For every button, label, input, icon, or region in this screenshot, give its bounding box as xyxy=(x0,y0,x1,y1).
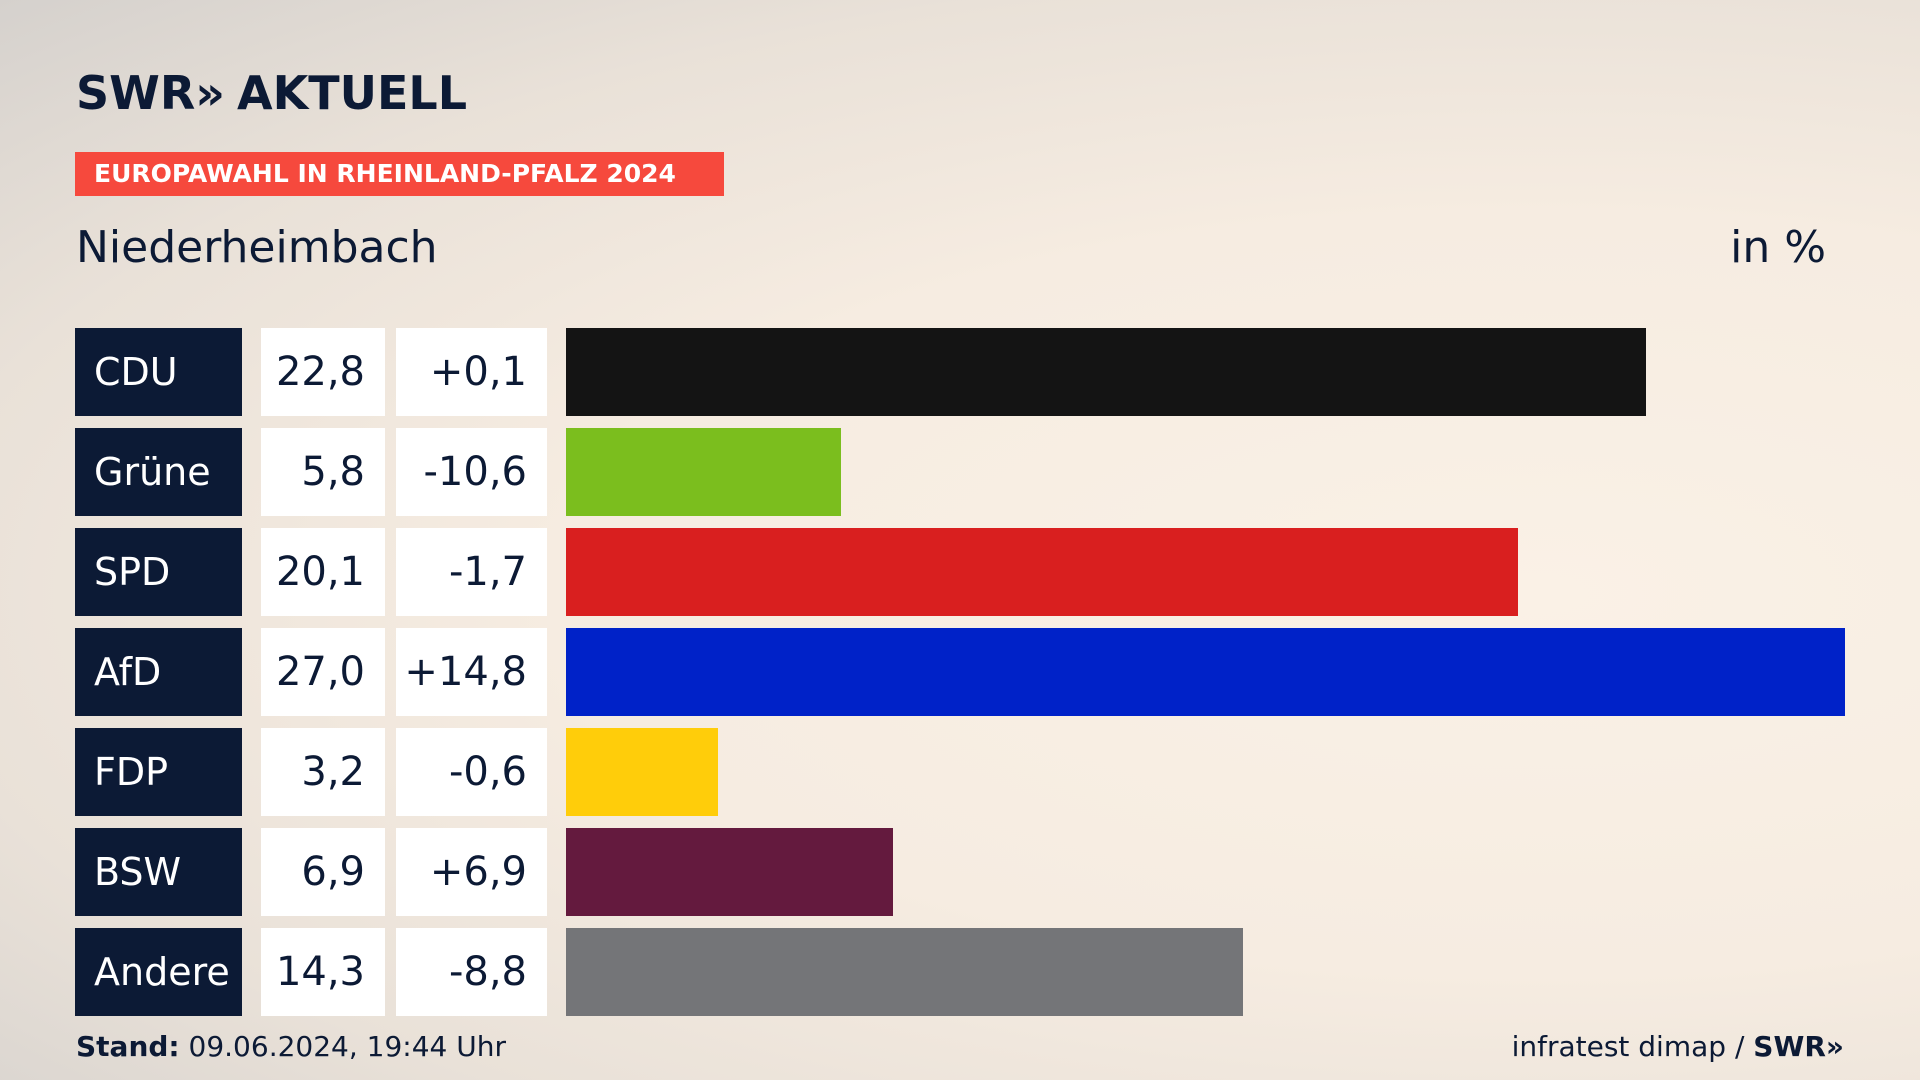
party-label: CDU xyxy=(75,328,242,416)
logo-chevrons: » xyxy=(195,66,224,120)
diff-label: +6,9 xyxy=(396,828,547,916)
stand-value: 09.06.2024, 19:44 Uhr xyxy=(188,1030,506,1063)
value-label: 3,2 xyxy=(261,728,385,816)
logo-swr: SWR xyxy=(76,66,196,120)
stand-label: Stand: xyxy=(76,1030,180,1063)
value-label: 5,8 xyxy=(261,428,385,516)
timestamp: Stand: 09.06.2024, 19:44 Uhr xyxy=(76,1030,506,1063)
value-label: 6,9 xyxy=(261,828,385,916)
diff-label: -1,7 xyxy=(396,528,547,616)
value-label: 27,0 xyxy=(261,628,385,716)
result-bar xyxy=(566,528,1518,616)
diff-label: +14,8 xyxy=(396,628,547,716)
result-bar xyxy=(566,428,841,516)
source-text: infratest dimap / xyxy=(1511,1030,1745,1063)
diff-label: -0,6 xyxy=(396,728,547,816)
logo-aktuell: AKTUELL xyxy=(237,66,468,120)
source-logo: SWR» xyxy=(1753,1030,1844,1063)
region-title: Niederheimbach xyxy=(76,222,438,273)
party-label: Grüne xyxy=(75,428,242,516)
diff-label: -10,6 xyxy=(396,428,547,516)
value-label: 22,8 xyxy=(261,328,385,416)
diff-label: -8,8 xyxy=(396,928,547,1016)
result-bar xyxy=(566,328,1646,416)
election-banner: EUROPAWAHL IN RHEINLAND-PFALZ 2024 xyxy=(75,152,724,196)
result-bar xyxy=(566,928,1243,1016)
diff-label: +0,1 xyxy=(396,328,547,416)
result-bar xyxy=(566,628,1845,716)
swr-aktuell-logo: SWR» AKTUELL xyxy=(76,66,467,120)
value-label: 14,3 xyxy=(261,928,385,1016)
party-label: AfD xyxy=(75,628,242,716)
party-label: FDP xyxy=(75,728,242,816)
result-bar xyxy=(566,728,718,816)
party-label: Andere xyxy=(75,928,242,1016)
source-credit: infratest dimap / SWR» xyxy=(1512,1030,1844,1063)
party-label: SPD xyxy=(75,528,242,616)
result-bar xyxy=(566,828,893,916)
unit-label: in % xyxy=(1730,222,1826,273)
party-label: BSW xyxy=(75,828,242,916)
value-label: 20,1 xyxy=(261,528,385,616)
